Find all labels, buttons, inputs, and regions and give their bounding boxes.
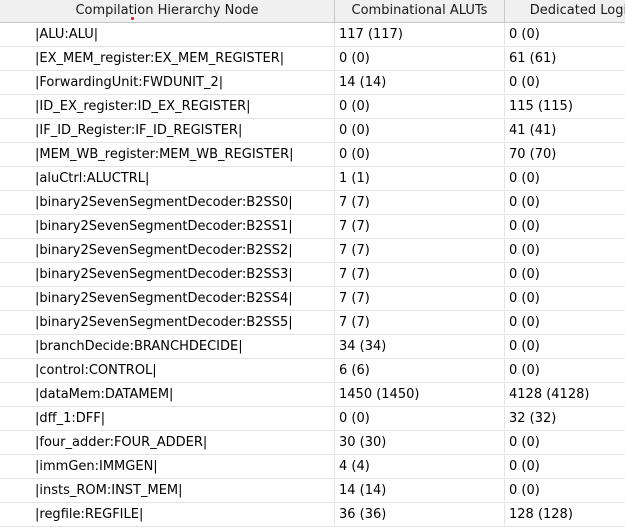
table-row[interactable]: |aluCtrl:ALUCTRL| 1 (1) 0 (0) (0, 167, 625, 191)
cell-node: |MEM_WB_register:MEM_WB_REGISTER| (0, 143, 335, 165)
cell-aluts: 117 (117) (335, 23, 505, 45)
cell-aluts: 6 (6) (335, 359, 505, 381)
cell-node: |ALU:ALU| (0, 23, 335, 45)
cell-node: |dataMem:DATAMEM| (0, 383, 335, 405)
cell-node: |branchDecide:BRANCHDECIDE| (0, 335, 335, 357)
table-row[interactable]: |binary2SevenSegmentDecoder:B2SS5| 7 (7) 0… (0, 311, 625, 335)
cell-dedicated-logic: 0 (0) (505, 335, 625, 357)
cell-dedicated-logic: 115 (115) (505, 95, 625, 117)
cell-node: |binary2SevenSegmentDecoder:B2SS3| (0, 263, 335, 285)
cell-aluts: 0 (0) (335, 143, 505, 165)
cell-node: |immGen:IMMGEN| (0, 455, 335, 477)
table-row[interactable]: |control:CONTROL| 6 (6) 0 (0) (0, 359, 625, 383)
cell-node: |four_adder:FOUR_ADDER| (0, 431, 335, 453)
cell-dedicated-logic: 128 (128) (505, 503, 625, 525)
cell-aluts: 1450 (1450) (335, 383, 505, 405)
table-row[interactable]: |EX_MEM_register:EX_MEM_REGISTER| 0 (0) 61… (0, 47, 625, 71)
table-body: |ALU:ALU| 117 (117) 0 (0) |EX_MEM_register:… (0, 23, 625, 527)
cell-node: |binary2SevenSegmentDecoder:B2SS4| (0, 287, 335, 309)
cell-aluts: 7 (7) (335, 239, 505, 261)
cell-dedicated-logic: 61 (61) (505, 47, 625, 69)
cell-aluts: 0 (0) (335, 119, 505, 141)
table-row[interactable]: |four_adder:FOUR_ADDER| 30 (30) 0 (0) (0, 431, 625, 455)
cell-dedicated-logic: 4128 (4128) (505, 383, 625, 405)
column-header-node[interactable]: Compilation Hierarchy Node (0, 0, 335, 22)
table-row[interactable]: |ID_EX_register:ID_EX_REGISTER| 0 (0) 115 … (0, 95, 625, 119)
column-header-dedicated-logic[interactable]: Dedicated Logic (505, 0, 625, 22)
cell-dedicated-logic: 0 (0) (505, 71, 625, 93)
table-row[interactable]: |binary2SevenSegmentDecoder:B2SS2| 7 (7) 0… (0, 239, 625, 263)
cell-node: |control:CONTROL| (0, 359, 335, 381)
cell-node: |binary2SevenSegmentDecoder:B2SS5| (0, 311, 335, 333)
table-row[interactable]: |binary2SevenSegmentDecoder:B2SS1| 7 (7) 0… (0, 215, 625, 239)
cell-aluts: 34 (34) (335, 335, 505, 357)
cell-dedicated-logic: 0 (0) (505, 239, 625, 261)
cell-dedicated-logic: 0 (0) (505, 23, 625, 45)
cell-aluts: 14 (14) (335, 479, 505, 501)
cell-dedicated-logic: 0 (0) (505, 263, 625, 285)
table-row[interactable]: |immGen:IMMGEN| 4 (4) 0 (0) (0, 455, 625, 479)
cell-dedicated-logic: 0 (0) (505, 167, 625, 189)
cell-dedicated-logic: 0 (0) (505, 359, 625, 381)
table-row[interactable]: |dataMem:DATAMEM| 1450 (1450) 4128 (4128) (0, 383, 625, 407)
cell-aluts: 1 (1) (335, 167, 505, 189)
cell-node: |binary2SevenSegmentDecoder:B2SS0| (0, 191, 335, 213)
cell-node: |regfile:REGFILE| (0, 503, 335, 525)
cell-aluts: 30 (30) (335, 431, 505, 453)
cell-dedicated-logic: 0 (0) (505, 287, 625, 309)
table-row[interactable]: |ForwardingUnit:FWDUNIT_2| 14 (14) 0 (0) (0, 71, 625, 95)
table-row[interactable]: |IF_ID_Register:IF_ID_REGISTER| 0 (0) 41 (… (0, 119, 625, 143)
cell-node: |IF_ID_Register:IF_ID_REGISTER| (0, 119, 335, 141)
column-header-aluts[interactable]: Combinational ALUTs (335, 0, 505, 22)
cell-aluts: 4 (4) (335, 455, 505, 477)
cell-dedicated-logic: 32 (32) (505, 407, 625, 429)
cell-node: |aluCtrl:ALUCTRL| (0, 167, 335, 189)
cell-dedicated-logic: 41 (41) (505, 119, 625, 141)
cell-dedicated-logic: 0 (0) (505, 311, 625, 333)
cell-dedicated-logic: 0 (0) (505, 431, 625, 453)
cell-node: |EX_MEM_register:EX_MEM_REGISTER| (0, 47, 335, 69)
cell-dedicated-logic: 0 (0) (505, 479, 625, 501)
cell-node: |dff_1:DFF| (0, 407, 335, 429)
cell-aluts: 14 (14) (335, 71, 505, 93)
cell-aluts: 7 (7) (335, 311, 505, 333)
cell-aluts: 0 (0) (335, 407, 505, 429)
table-row[interactable]: |dff_1:DFF| 0 (0) 32 (32) (0, 407, 625, 431)
cell-node: |binary2SevenSegmentDecoder:B2SS2| (0, 239, 335, 261)
cell-dedicated-logic: 0 (0) (505, 455, 625, 477)
cell-aluts: 36 (36) (335, 503, 505, 525)
table-row[interactable]: |branchDecide:BRANCHDECIDE| 34 (34) 0 (0) (0, 335, 625, 359)
cell-aluts: 7 (7) (335, 215, 505, 237)
cell-dedicated-logic: 70 (70) (505, 143, 625, 165)
cell-aluts: 7 (7) (335, 287, 505, 309)
cell-node: |ID_EX_register:ID_EX_REGISTER| (0, 95, 335, 117)
table-row[interactable]: |ALU:ALU| 117 (117) 0 (0) (0, 23, 625, 47)
cell-node: |insts_ROM:INST_MEM| (0, 479, 335, 501)
table-row[interactable]: |binary2SevenSegmentDecoder:B2SS0| 7 (7) 0… (0, 191, 625, 215)
cell-dedicated-logic: 0 (0) (505, 191, 625, 213)
table-row[interactable]: |binary2SevenSegmentDecoder:B2SS3| 7 (7) 0… (0, 263, 625, 287)
table-header: Compilation Hierarchy Node Combinational… (0, 0, 625, 23)
cell-aluts: 0 (0) (335, 47, 505, 69)
cell-aluts: 7 (7) (335, 191, 505, 213)
cell-node: |ForwardingUnit:FWDUNIT_2| (0, 71, 335, 93)
table-row[interactable]: |MEM_WB_register:MEM_WB_REGISTER| 0 (0) 70… (0, 143, 625, 167)
red-marker-dot (131, 17, 134, 20)
cell-aluts: 7 (7) (335, 263, 505, 285)
table-row[interactable]: |regfile:REGFILE| 36 (36) 128 (128) (0, 503, 625, 527)
table-row[interactable]: |binary2SevenSegmentDecoder:B2SS4| 7 (7) 0… (0, 287, 625, 311)
cell-node: |binary2SevenSegmentDecoder:B2SS1| (0, 215, 335, 237)
table-row[interactable]: |insts_ROM:INST_MEM| 14 (14) 0 (0) (0, 479, 625, 503)
cell-dedicated-logic: 0 (0) (505, 215, 625, 237)
cell-aluts: 0 (0) (335, 95, 505, 117)
